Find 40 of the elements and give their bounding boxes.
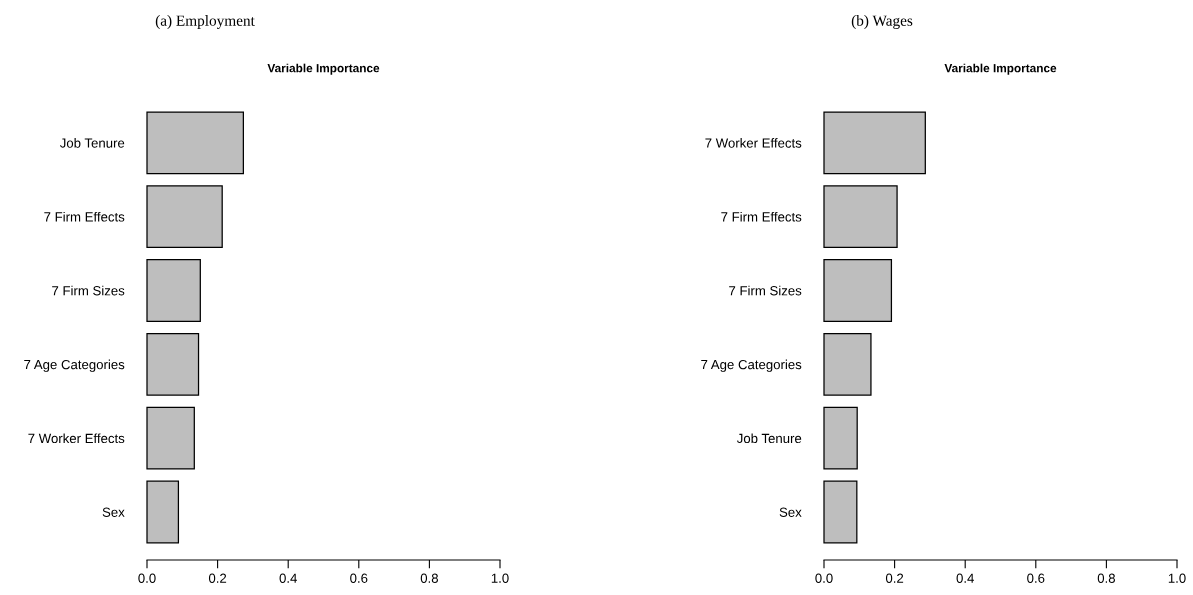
y-tick-label: 7 Firm Sizes bbox=[52, 285, 125, 296]
bar bbox=[146, 259, 201, 322]
bar bbox=[146, 332, 200, 396]
y-tick-label: Sex bbox=[102, 507, 125, 517]
bar bbox=[146, 480, 180, 544]
x-tick-label: 0.8 bbox=[420, 573, 438, 583]
x-tick-label: 0.6 bbox=[350, 573, 368, 583]
x-tick-label: 0.2 bbox=[885, 573, 904, 583]
chart-subtitle: (a) Employment bbox=[155, 15, 255, 29]
bar bbox=[823, 332, 872, 396]
x-tick-label: 0.2 bbox=[208, 573, 227, 583]
chart-title: Variable Importance bbox=[944, 63, 1057, 75]
x-tick-label: 0.6 bbox=[1027, 573, 1045, 583]
y-tick-label: Sex bbox=[779, 507, 802, 517]
y-tick-label: 7 Firm Effects bbox=[721, 211, 802, 222]
chart-subtitle: (b) Wages bbox=[851, 15, 913, 29]
x-tick-label: 1.0 bbox=[491, 573, 509, 583]
bar bbox=[823, 185, 898, 249]
bar bbox=[146, 406, 195, 470]
x-tick-label: 0.0 bbox=[815, 573, 833, 583]
y-tick-label: Job Tenure bbox=[736, 433, 802, 444]
y-tick-label: 7 Firm Effects bbox=[44, 211, 125, 222]
bar bbox=[146, 111, 244, 175]
x-tick-label: 0.4 bbox=[956, 573, 974, 583]
x-tick-label: 0.0 bbox=[138, 573, 156, 583]
bar bbox=[823, 259, 893, 322]
y-tick-label: Job Tenure bbox=[59, 138, 125, 148]
y-tick-label: 7 Age Categories bbox=[701, 359, 802, 372]
y-tick-label: 7 Worker Effects bbox=[28, 433, 125, 444]
chart-title: Variable Importance bbox=[267, 63, 380, 75]
bar bbox=[823, 480, 858, 544]
bar bbox=[823, 406, 858, 470]
y-tick-label: 7 Worker Effects bbox=[705, 138, 802, 148]
x-tick-label: 1.0 bbox=[1168, 573, 1186, 583]
bar bbox=[146, 185, 223, 249]
bar bbox=[823, 111, 926, 175]
y-tick-label: 7 Age Categories bbox=[24, 359, 125, 372]
x-tick-label: 0.8 bbox=[1097, 573, 1115, 583]
x-tick-label: 0.4 bbox=[279, 573, 297, 583]
y-tick-label: 7 Firm Sizes bbox=[729, 285, 802, 296]
